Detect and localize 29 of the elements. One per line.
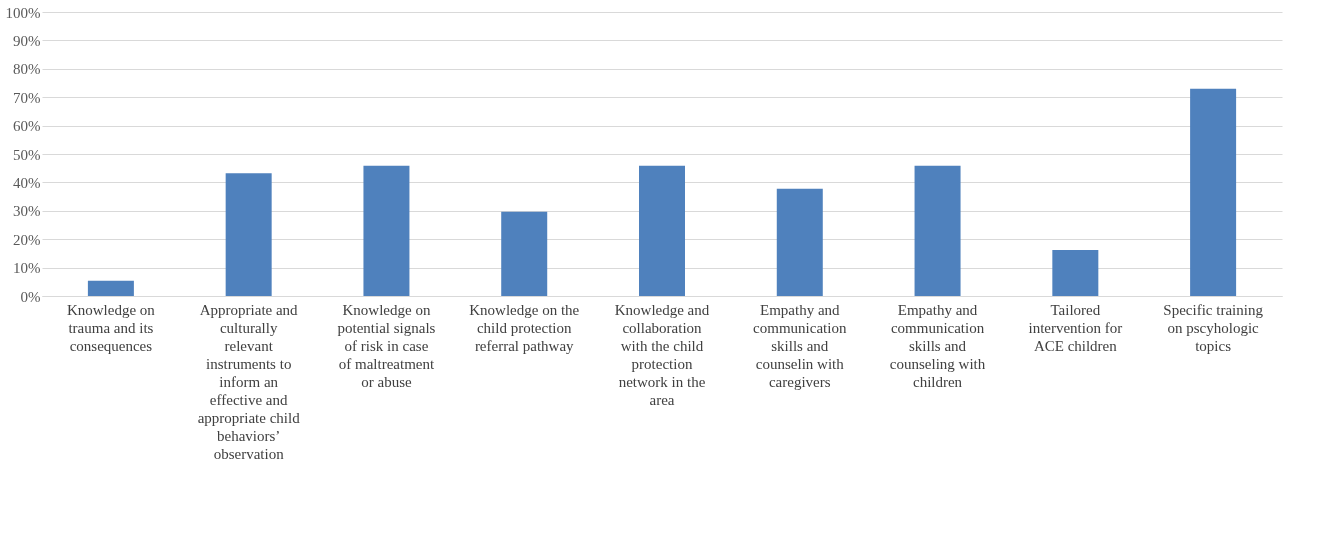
x-tick-label: Knowledge on potential signals of risk in case of maltreatment or abuse (337, 301, 436, 390)
bar (225, 173, 272, 296)
x-tick-label: Empathy and communication skills and counselin with caregivers (753, 301, 847, 390)
bar (776, 188, 823, 296)
bar (1190, 88, 1237, 296)
x-tick-label: Knowledge on the child protection referral pathway (469, 301, 580, 354)
y-tick-label: 90% (13, 32, 41, 49)
y-tick-label: 0% (20, 288, 41, 305)
y-tick-label: 80% (13, 61, 41, 78)
bar (639, 165, 685, 296)
category-label: Appropriate and culturally relevant instruments to inform an effective and appropriate child behaviors’ observation (197, 301, 300, 462)
y-tick-label: 10% (13, 260, 41, 277)
y-tick-label: 30% (13, 203, 41, 220)
x-tick-label: Knowledge on trauma and its consequences (66, 301, 156, 354)
y-tick-label: 70% (13, 89, 41, 106)
bar (501, 211, 548, 296)
bar (363, 165, 410, 296)
bar (87, 280, 134, 296)
y-tick-label: 50% (13, 146, 41, 163)
x-tick-label: Tailored intervention for ACE children (1028, 301, 1123, 354)
x-tick-label: Specific training on pscyhologic topics (1163, 301, 1264, 354)
bar (1052, 249, 1099, 296)
y-tick-label: 100% (5, 4, 41, 21)
y-tick-label: 20% (13, 231, 41, 248)
bar (914, 165, 961, 296)
x-tick-label: Knowledge and collaboration with the child protection network in the area (614, 301, 710, 408)
y-tick-label: 60% (13, 118, 41, 135)
y-tick-label: 40% (13, 174, 41, 191)
x-tick-label: Empathy and communication skills and counseling with children (889, 301, 986, 390)
